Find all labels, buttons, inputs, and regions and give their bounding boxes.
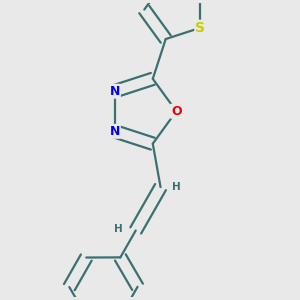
Text: H: H bbox=[114, 224, 123, 234]
Text: H: H bbox=[172, 182, 180, 192]
Text: S: S bbox=[195, 21, 206, 35]
Text: O: O bbox=[171, 105, 182, 118]
Text: N: N bbox=[110, 125, 120, 138]
Text: N: N bbox=[110, 85, 120, 98]
